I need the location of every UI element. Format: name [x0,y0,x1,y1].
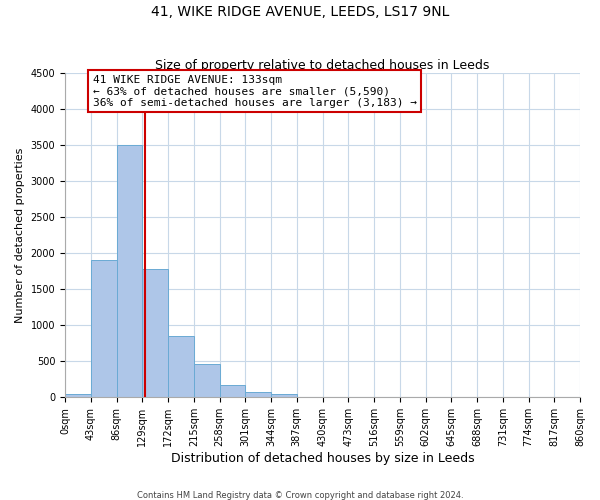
Bar [91,260,116,398]
Title: Size of property relative to detached houses in Leeds: Size of property relative to detached ho… [155,59,490,72]
Bar [168,336,194,398]
Text: 41, WIKE RIDGE AVENUE, LEEDS, LS17 9NL: 41, WIKE RIDGE AVENUE, LEEDS, LS17 9NL [151,5,449,19]
Bar [65,394,91,398]
Text: Contains HM Land Registry data © Crown copyright and database right 2024.: Contains HM Land Registry data © Crown c… [137,490,463,500]
Bar [271,394,297,398]
Bar [245,392,271,398]
Bar [220,384,245,398]
X-axis label: Distribution of detached houses by size in Leeds: Distribution of detached houses by size … [171,452,475,465]
Bar [116,145,142,398]
Bar [142,270,168,398]
Bar [194,364,220,398]
Y-axis label: Number of detached properties: Number of detached properties [15,148,25,323]
Text: 41 WIKE RIDGE AVENUE: 133sqm
← 63% of detached houses are smaller (5,590)
36% of: 41 WIKE RIDGE AVENUE: 133sqm ← 63% of de… [92,74,416,108]
